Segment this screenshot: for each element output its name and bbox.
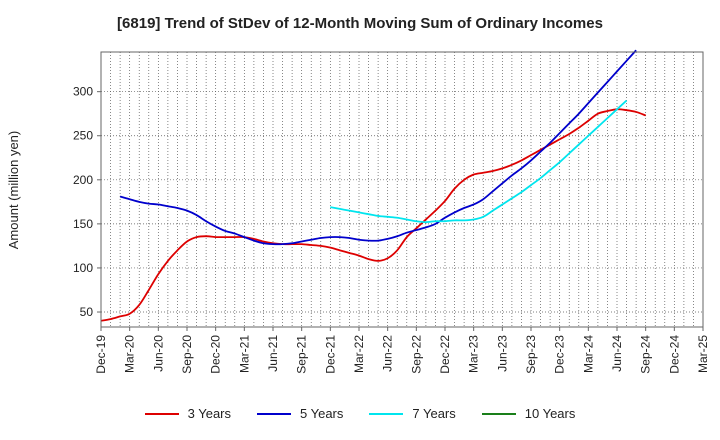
x-tick-label: Sep-24: [639, 335, 653, 374]
x-tick-label: Jun-20: [151, 335, 165, 372]
y-axis-ticks: 50 100 150 200 250 300: [73, 85, 101, 319]
y-axis-label: Amount (million yen): [6, 131, 21, 250]
series-line-3-years: [100, 108, 646, 322]
series-line-7-years: [330, 99, 628, 224]
x-tick-label: Jun-23: [495, 335, 509, 372]
x-tick-label: Mar-20: [123, 335, 137, 373]
series-group: [100, 49, 646, 322]
legend-label-7-years: 7 Years: [412, 406, 456, 421]
x-tick-label: Mar-25: [696, 335, 710, 373]
x-tick-label: Mar-22: [352, 335, 366, 373]
y-tick-label: 300: [73, 85, 93, 99]
legend-item-3-years: 3 Years: [144, 406, 231, 421]
legend-label-10-years: 10 Years: [524, 406, 576, 421]
x-tick-label: Mar-24: [581, 335, 595, 373]
legend-swatch-3-years: [144, 412, 179, 415]
x-axis-ticks: Dec-19 Mar-20 Jun-20 Sep-20 Dec-20 Mar-21 Jun-…: [94, 327, 710, 374]
y-tick-label: 200: [73, 173, 93, 187]
plot-frame: [100, 51, 704, 328]
x-tick-label: Dec-22: [438, 335, 452, 374]
legend-swatch-10-years: [481, 412, 516, 415]
x-tick-label: Mar-23: [467, 335, 481, 373]
x-tick-label: Dec-20: [209, 335, 223, 374]
x-tick-label: Sep-21: [295, 335, 309, 374]
x-tick-label: Jun-22: [381, 335, 395, 372]
x-tick-label: Jun-21: [266, 335, 280, 372]
grid: [101, 52, 703, 327]
x-tick-label: Dec-23: [553, 335, 567, 374]
y-tick-label: 50: [80, 305, 94, 319]
legend-item-10-years: 10 Years: [481, 406, 576, 421]
x-tick-label: Dec-21: [323, 335, 337, 374]
legend-label-5-years: 5 Years: [300, 406, 344, 421]
legend-label-3-years: 3 Years: [187, 406, 231, 421]
x-tick-label: Dec-19: [94, 335, 108, 374]
legend-swatch-7-years: [369, 412, 404, 415]
x-tick-label: Jun-24: [610, 335, 624, 372]
x-tick-label: Sep-23: [524, 335, 538, 374]
series-line-5-years: [119, 49, 637, 246]
chart-title: [6819] Trend of StDev of 12-Month Moving…: [117, 15, 603, 32]
x-tick-label: Sep-20: [180, 335, 194, 374]
legend-item-7-years: 7 Years: [369, 406, 456, 421]
legend-swatch-5-years: [257, 412, 291, 415]
x-tick-label: Sep-22: [409, 335, 423, 374]
x-tick-label: Mar-21: [237, 335, 251, 373]
y-tick-label: 150: [73, 217, 93, 231]
legend: 3 Years 5 Years 7 Years 10 Years: [0, 406, 720, 421]
y-tick-label: 250: [73, 129, 93, 143]
legend-item-5-years: 5 Years: [257, 406, 343, 421]
x-tick-label: Dec-24: [667, 335, 681, 374]
y-tick-label: 100: [73, 261, 93, 275]
